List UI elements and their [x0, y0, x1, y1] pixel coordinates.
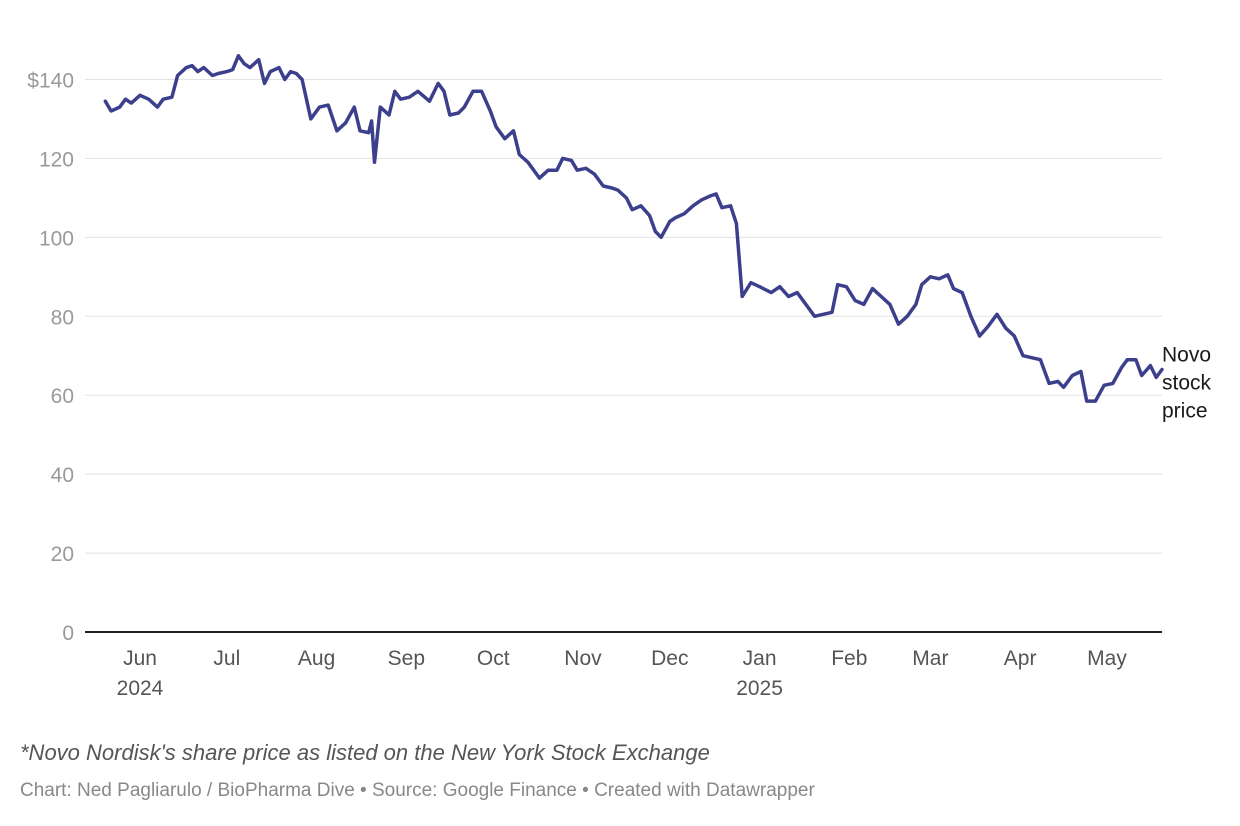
- x-tick-year-2024: 2024: [117, 677, 164, 700]
- chart-footnote: *Novo Nordisk's share price as listed on…: [20, 740, 710, 765]
- x-tick-year-2025: 2025: [736, 677, 783, 700]
- x-tick-label-aug: Aug: [298, 647, 335, 670]
- gridlines: [85, 78, 1162, 554]
- y-axis-tick-labels: 0 20 40 60 80 100 120 $140: [27, 69, 74, 645]
- y-tick-label-60: 60: [51, 385, 74, 408]
- x-tick-label-dec: Dec: [651, 647, 688, 670]
- line-chart: 0 20 40 60 80 100 120 $140 Jun 2024 Jul Aug Sep Oct N…: [27, 54, 1212, 700]
- x-tick-label-sep: Sep: [388, 647, 425, 670]
- y-tick-label-0: 0: [62, 622, 74, 645]
- y-tick-label-100: 100: [39, 227, 74, 250]
- series-labels: Novo stock price: [1162, 344, 1212, 423]
- x-tick-label-jan: Jan: [743, 647, 777, 670]
- x-tick-label-feb: Feb: [831, 647, 867, 670]
- x-tick-label-apr: Apr: [1004, 647, 1037, 670]
- series-lines: [103, 54, 1164, 403]
- y-tick-label-80: 80: [51, 306, 74, 329]
- y-tick-label-20: 20: [51, 543, 74, 566]
- x-tick-label-jun: Jun: [123, 647, 157, 670]
- x-tick-label-mar: Mar: [912, 647, 948, 670]
- x-axis-tick-labels: Jun 2024 Jul Aug Sep Oct Nov Dec Jan 2025 Feb Mar Ap…: [117, 647, 1128, 700]
- series-line-novo-stock-price: [103, 54, 1164, 403]
- series-label-novo-stock-price: Novo stock price: [1162, 344, 1212, 423]
- y-tick-label-140: $140: [27, 69, 74, 92]
- x-tick-label-nov: Nov: [564, 647, 602, 670]
- x-tick-label-jul: Jul: [213, 647, 240, 670]
- x-tick-label-oct: Oct: [477, 647, 510, 670]
- y-tick-label-120: 120: [39, 148, 74, 171]
- chart-byline: Chart: Ned Pagliarulo / BioPharma Dive •…: [20, 780, 815, 801]
- x-tick-label-may: May: [1087, 647, 1127, 670]
- y-tick-label-40: 40: [51, 464, 74, 487]
